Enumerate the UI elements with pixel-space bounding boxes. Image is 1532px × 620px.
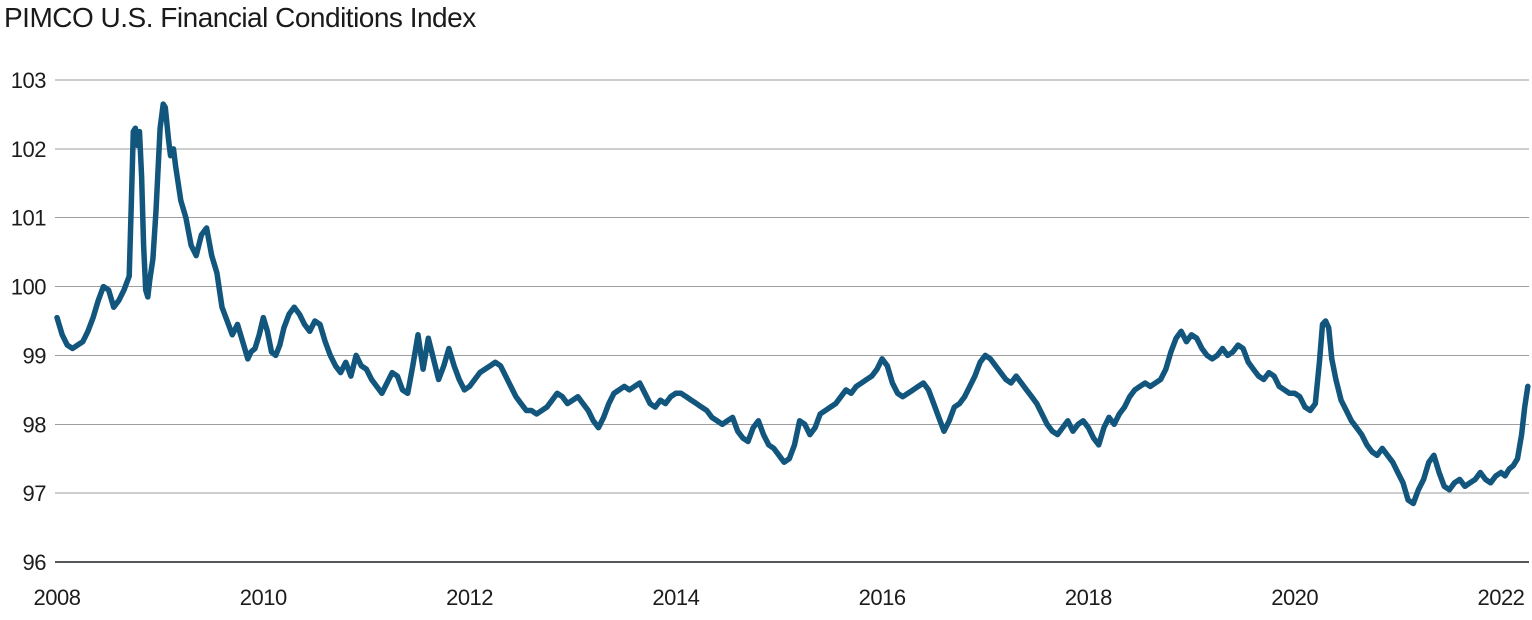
y-tick-label: 99 (23, 343, 47, 368)
x-tick-label: 2010 (240, 585, 287, 610)
y-tick-label: 97 (23, 481, 47, 506)
chart-title: PIMCO U.S. Financial Conditions Index (4, 2, 476, 33)
x-tick-label: 2020 (1271, 585, 1318, 610)
x-tick-label: 2018 (1065, 585, 1112, 610)
x-tick-label: 2008 (34, 585, 81, 610)
y-tick-label: 101 (11, 206, 46, 231)
x-tick-label: 2016 (859, 585, 906, 610)
y-tick-label: 98 (23, 412, 47, 437)
y-tick-label: 102 (11, 137, 46, 162)
y-tick-label: 96 (23, 550, 47, 575)
y-tick-label: 100 (11, 275, 46, 300)
x-tick-label: 2022 (1477, 585, 1524, 610)
fci-series-line (54, 101, 1531, 507)
x-tick-label: 2012 (446, 585, 493, 610)
y-tick-label: 103 (11, 68, 46, 93)
x-tick-label: 2014 (652, 585, 699, 610)
